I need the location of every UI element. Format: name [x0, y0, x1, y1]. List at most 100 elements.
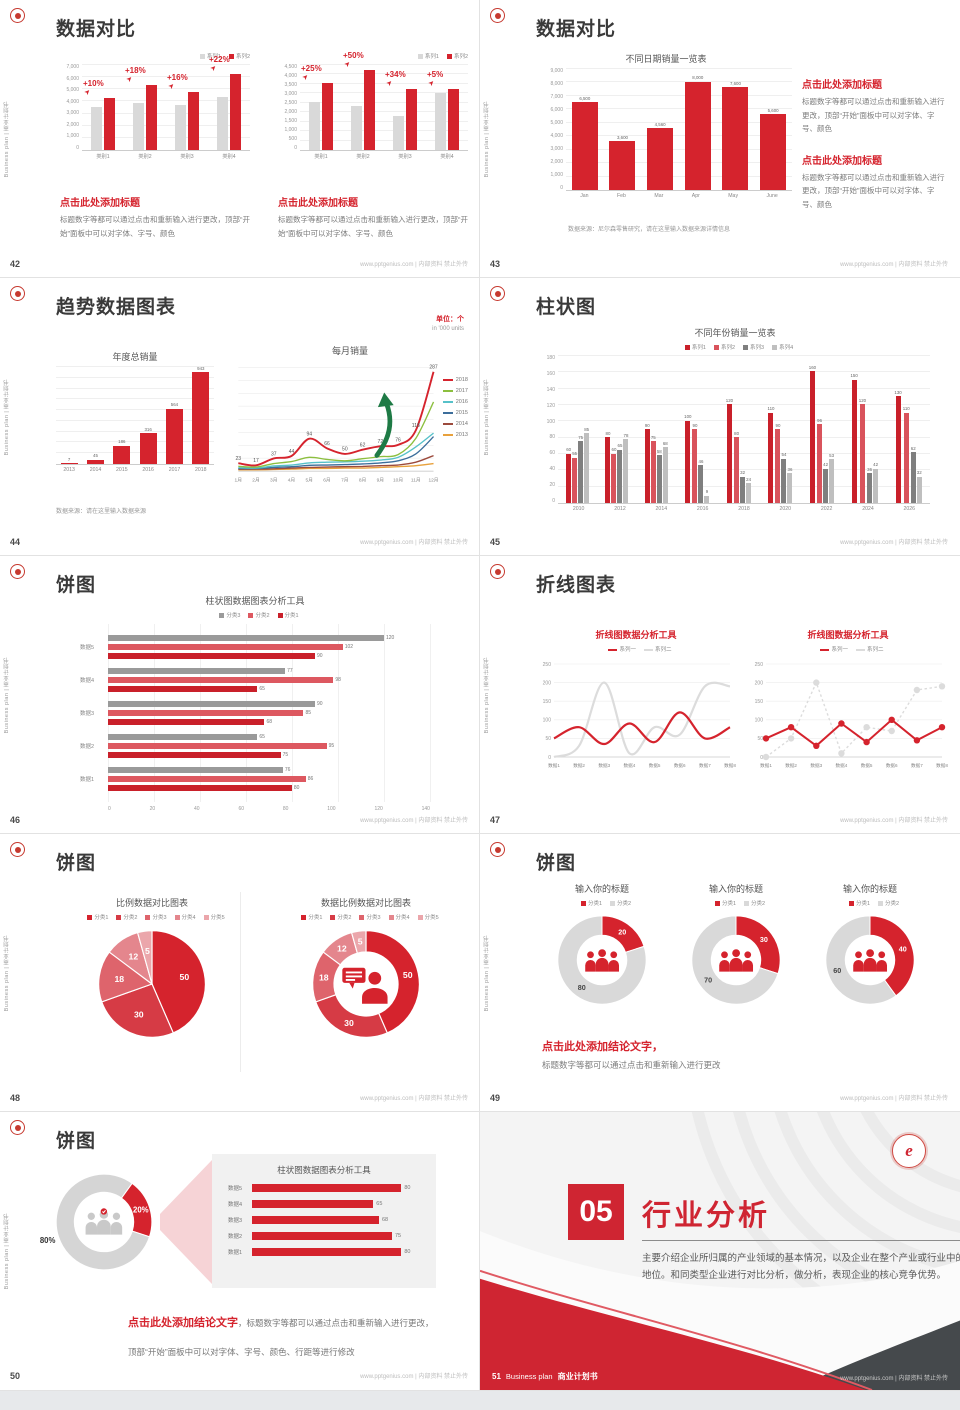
bar: [217, 97, 228, 150]
pie-slice: [136, 930, 153, 985]
chart-bar-comparison-right: 系列1 系列2 4,500 4,000 3,500 3,000 2,500 2,000 1,50…: [284, 51, 468, 160]
svg-text:66: 66: [324, 441, 330, 447]
svg-text:5: 5: [358, 937, 363, 947]
bar: [650, 441, 656, 503]
sidebar-watermark: Business plan | 商业计划书: [4, 1212, 10, 1290]
data-point: [813, 742, 820, 749]
block-body: 标题数字等都可以通过点击和重新输入进行更改，顶部“开始”面板中可以对字体、字号、…: [278, 215, 468, 238]
page-number: 51: [492, 1372, 501, 1381]
bar: [768, 412, 774, 503]
bar: [726, 404, 732, 503]
slide-50[interactable]: Business plan | 商业计划书 饼图 20% 80% 柱状图数据图表分…: [0, 1111, 481, 1391]
chart-monthly-lines: 每月销量 1月 2月 3月 4月 5月 6月 7月 8月 9月 10月 11月 12月 23 17 37 44 9…: [234, 346, 468, 484]
slide-footer: www.pptgenius.com | 内部资料 禁止外传: [840, 1376, 948, 1382]
sidebar-watermark: Business plan | 商业计划书: [4, 100, 10, 178]
sidebar-watermark: Business plan | 商业计划书: [4, 378, 10, 456]
bar: [605, 437, 611, 503]
data-source-note: 数据来源：尼尔森零售研究，请在这里输入数据来源详情信息: [568, 227, 731, 233]
slide-51[interactable]: e 05 行业分析 主要介绍企业所归属的产业领域的基本情况，以及企业在整个产业或…: [479, 1111, 960, 1391]
svg-text:0: 0: [548, 755, 551, 761]
bar: [108, 743, 327, 749]
slide-44[interactable]: Business plan | 商业计划书 趋势数据图表 单位：个 in '00…: [0, 277, 481, 557]
bar: [309, 102, 320, 150]
svg-text:数据5: 数据5: [861, 762, 873, 769]
line-series: [238, 436, 435, 470]
svg-text:150: 150: [755, 699, 764, 705]
sidebar-watermark: Business plan | 商业计划书: [484, 934, 490, 1012]
pie-slice: [691, 915, 779, 1005]
bar: [647, 128, 674, 190]
cover-background: [480, 1112, 960, 1390]
slide-43[interactable]: Business plan | 商业计划书 数据对比 不同日期销量一览表 9,00…: [479, 0, 960, 279]
slide-45[interactable]: Business plan | 商业计划书 柱状图 不同年份销量一览表 系列1 系列…: [479, 277, 960, 557]
trend-arrow-icon: [374, 392, 394, 458]
page-title: 数据对比: [536, 19, 617, 40]
svg-text:5月: 5月: [306, 478, 314, 484]
footer-brand-cn: 商业计划书: [557, 1372, 598, 1381]
conclusion-block: 点击此处添加结论文字， 标题数字等都可以通过点击和重新输入进行更改: [542, 1038, 721, 1073]
data-point: [787, 724, 795, 731]
page-number: 46: [10, 815, 21, 825]
svg-text:1月: 1月: [235, 478, 243, 484]
svg-text:4月: 4月: [288, 478, 296, 484]
chart-line-left: 折线图数据分析工具 系列一 系列二 250 200 150 100 50 0 数据1 数据2 数据3 数…: [542, 630, 736, 769]
bar: [781, 458, 787, 503]
data-point: [838, 720, 845, 727]
svg-text:76: 76: [395, 438, 401, 444]
svg-text:数据2: 数据2: [573, 762, 585, 769]
brand-seal-icon: [490, 564, 505, 579]
page-number: 47: [490, 815, 501, 825]
svg-text:20: 20: [618, 928, 626, 937]
bar: [740, 476, 746, 503]
slide-46[interactable]: Business plan | 商业计划书 饼图 柱状图数据图表分析工具 分类3 分…: [0, 555, 481, 835]
bar: [351, 106, 362, 150]
pie-slice: [151, 930, 206, 1034]
slide-42[interactable]: Business plan | 商业计划书 数据对比 系列1 系列2 7,000 6,…: [0, 0, 481, 279]
page-number: 48: [10, 1093, 21, 1103]
svg-text:200: 200: [543, 680, 552, 686]
bar: [817, 424, 823, 503]
pie-slice: [350, 930, 367, 954]
bar: [656, 455, 662, 503]
bar: [230, 73, 241, 150]
bar: [692, 429, 698, 503]
data-point: [813, 679, 820, 686]
bar: [175, 104, 186, 150]
footer-brand-en: Business plan: [505, 1372, 553, 1381]
svg-text:70: 70: [704, 976, 712, 985]
slide-47[interactable]: Business plan | 商业计划书 折线图表 折线图数据分析工具 系列一系…: [479, 555, 960, 835]
svg-text:9月: 9月: [377, 478, 385, 484]
bar: [775, 429, 781, 503]
percent-annotation: +16% ➤: [167, 73, 188, 92]
svg-text:37: 37: [271, 451, 277, 457]
bar: [133, 103, 144, 150]
bar: [108, 719, 265, 725]
slide-48[interactable]: Business plan | 商业计划书 饼图 比例数据对比图表 分类1 分类2 分…: [0, 833, 481, 1113]
sidebar-watermark: Business plan | 商业计划书: [484, 378, 490, 456]
line-series: [238, 401, 435, 468]
unit-label: 单位：个: [436, 316, 464, 323]
chart-donut-2: 输入你的标题 分类1 分类2 30 70: [672, 882, 800, 1008]
line-series: [553, 711, 731, 746]
block-body: 标题数字等都可以通过点击和重新输入进行更改，顶部“开始”面板中可以对字体、字号、…: [802, 97, 945, 133]
chart-pie: 比例数据对比图表 分类1 分类2 分类3 分类4 分类5 50 30 18 12 5: [66, 896, 238, 1042]
block-heading: 点击此处添加标题: [802, 80, 882, 91]
line-series: [238, 454, 434, 470]
svg-text:数据6: 数据6: [886, 762, 898, 769]
pie-slice: [825, 915, 897, 1005]
bar: [165, 408, 183, 464]
bar: [448, 88, 459, 150]
svg-text:72: 72: [378, 439, 384, 445]
svg-text:287: 287: [429, 365, 437, 371]
svg-text:数据7: 数据7: [699, 762, 711, 769]
bar: [108, 710, 304, 716]
bar: [108, 752, 281, 758]
svg-text:10月: 10月: [393, 478, 403, 484]
slide-49[interactable]: Business plan | 商业计划书 饼图 输入你的标题 分类1 分类2 20 8…: [479, 833, 960, 1113]
line-series: [238, 371, 435, 467]
brand-seal-icon: [10, 286, 25, 301]
chart-horizontal-bars: 柱状图数据图表分析工具 分类3 分类2 分类1 数据5 120 102 90 数据4 77 98 65…: [80, 596, 431, 812]
bar: [60, 463, 78, 464]
slide-footer: www.pptgenius.com | 内部资料 禁止外传: [360, 1096, 468, 1102]
bar: [809, 371, 815, 503]
